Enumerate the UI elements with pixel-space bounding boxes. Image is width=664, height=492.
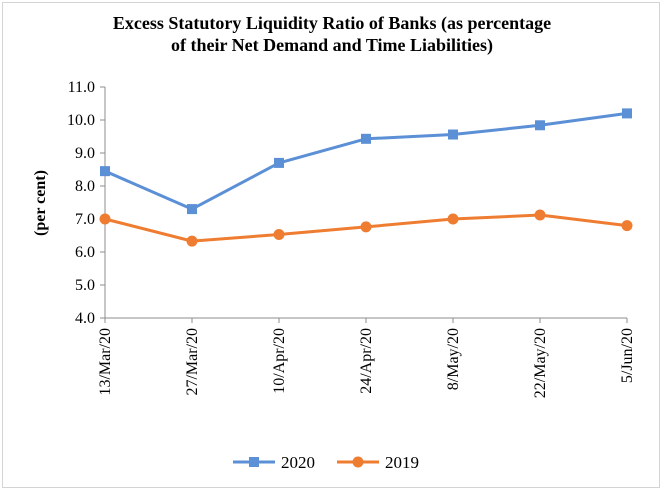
legend-2020-label: 2020 <box>281 453 315 472</box>
series-2019-point <box>186 235 198 247</box>
chart-title-line1: Excess Statutory Liquidity Ratio of Bank… <box>112 13 552 33</box>
series-group <box>99 108 633 247</box>
series-2019-point <box>621 220 633 232</box>
chart-title: Excess Statutory Liquidity Ratio of Bank… <box>0 12 664 56</box>
x-tick-label: 5/Jun/20 <box>619 328 636 383</box>
series-2020-point <box>361 133 371 144</box>
series-2019-point <box>360 221 372 233</box>
x-tick-label: 8/May/20 <box>445 328 462 390</box>
series-2020-point <box>535 120 545 131</box>
series-2020-point <box>274 157 284 168</box>
series-2020-line <box>104 111 628 211</box>
y-tick-label: 6.0 <box>75 244 95 261</box>
y-tick-label: 8.0 <box>75 178 95 195</box>
chart-title-line2: of their Net Demand and Time Liabilities… <box>170 35 493 55</box>
x-tick-label: 22/May/20 <box>532 328 549 398</box>
y-tick-label: 5.0 <box>75 277 95 294</box>
y-tick-labels: 4.0 5.0 6.0 7.0 8.0 9.0 10.0 11.0 <box>67 79 105 327</box>
y-tick-label: 9.0 <box>75 145 95 162</box>
x-tick-label: 27/Mar/20 <box>184 328 201 396</box>
series-2020-point <box>448 129 458 140</box>
legend-2019-label: 2019 <box>385 453 419 472</box>
series-2020-point <box>187 204 197 215</box>
y-tick-label: 11.0 <box>68 79 95 96</box>
legend-2019-marker <box>352 456 364 468</box>
x-tick-labels: 13/Mar/20 27/Mar/20 10/Apr/20 24/Apr/20 8/Ma… <box>97 328 636 398</box>
axes <box>104 87 628 323</box>
x-tick-label: 24/Apr/20 <box>358 328 375 394</box>
series-2020-point <box>622 108 632 119</box>
series-2020-point <box>100 166 110 177</box>
legend: 2020 2019 <box>233 453 419 472</box>
y-axis-label: (per cent) <box>32 170 49 236</box>
chart-frame <box>2 2 660 488</box>
legend-2020-marker <box>249 457 259 467</box>
series-2019-point <box>447 213 459 225</box>
series-2019-point <box>99 213 111 225</box>
series-2019-point <box>273 229 285 241</box>
x-tick-label: 10/Apr/20 <box>271 328 288 394</box>
y-tick-label: 7.0 <box>75 211 95 228</box>
series-2019-point <box>534 209 546 221</box>
y-tick-label: 4.0 <box>75 310 95 327</box>
x-tick-label: 13/Mar/20 <box>97 328 114 396</box>
y-tick-label: 10.0 <box>67 112 95 129</box>
